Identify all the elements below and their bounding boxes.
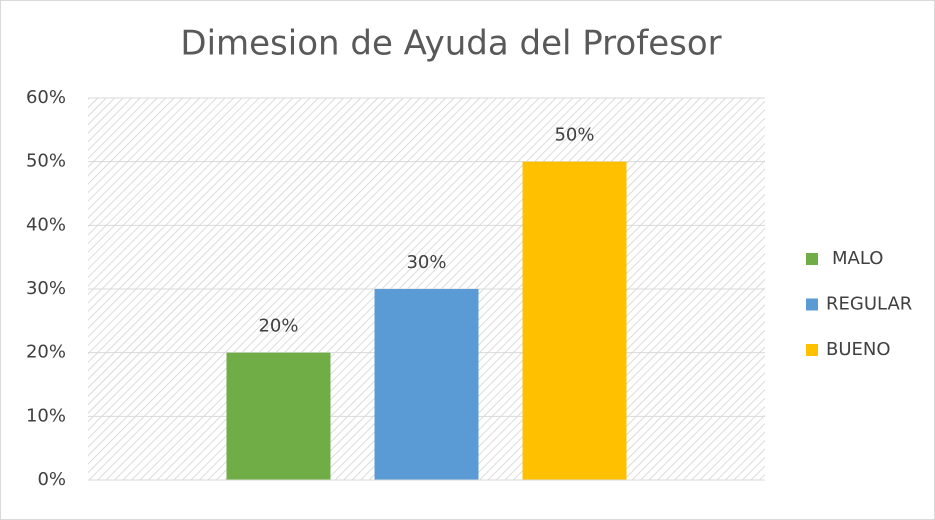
bar [226,352,331,480]
y-tick-label: 30% [26,278,66,299]
y-tick-label: 60% [26,87,66,108]
data-label: 30% [406,252,446,273]
y-tick-label: 10% [26,405,66,426]
data-label: 20% [258,316,298,337]
legend-swatch [806,253,818,265]
y-tick-label: 40% [26,214,66,235]
y-tick-label: 0% [37,469,66,490]
y-tick-label: 50% [26,151,66,172]
legend-label: REGULAR [826,294,912,315]
legend-swatch [806,344,818,356]
bar [522,161,627,480]
legend-swatch [806,298,818,311]
chart-title: Dimesion de Ayuda del Profesor [180,24,721,64]
bar [374,289,479,480]
legend-label: MALO [832,248,883,269]
data-label: 50% [554,125,594,146]
legend-label: BUENO [826,339,891,360]
y-tick-label: 20% [26,342,66,363]
